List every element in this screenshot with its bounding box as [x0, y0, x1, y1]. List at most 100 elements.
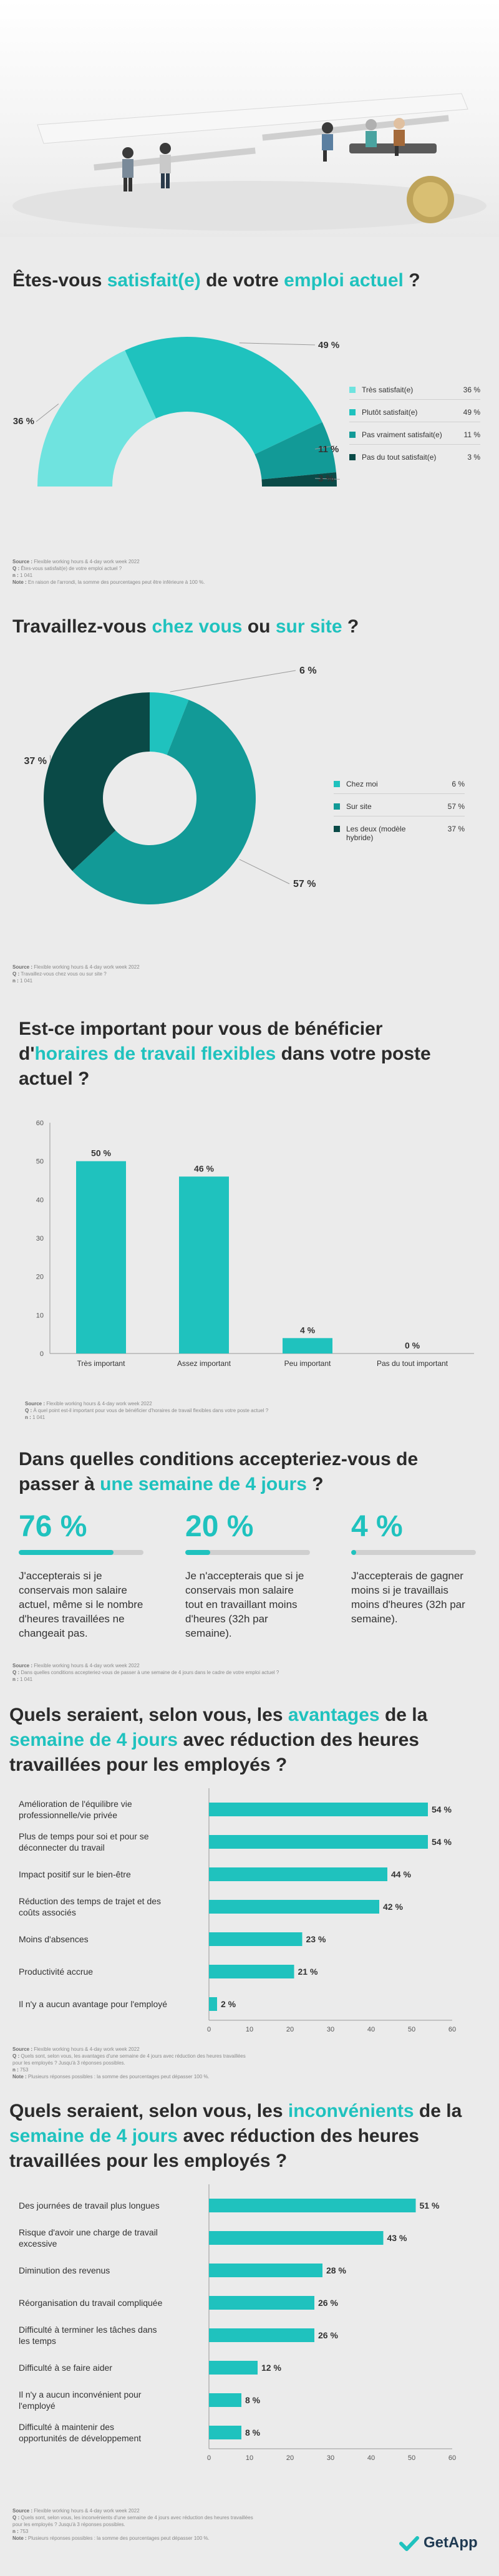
legend-value: 57 %	[447, 802, 465, 811]
donut-slice	[125, 337, 322, 455]
legend-value: 37 %	[447, 825, 465, 833]
legend-label: Pas du tout satisfait(e)	[362, 453, 437, 462]
q1-legend: Très satisfait(e) 36 % Plutôt satisfait(e…	[349, 385, 480, 510]
stat-text: J'accepterais de gagner moins si je trav…	[351, 1570, 465, 1625]
bar	[209, 1932, 303, 1946]
bar-value-label: 23 %	[306, 1934, 326, 1944]
legend-item: Sur site 57 %	[334, 802, 465, 812]
x-tick-label: Très important	[77, 1359, 126, 1368]
q1-notes: Source : Flexible working hours & 4-day …	[12, 559, 205, 585]
y-tick-label: Difficulté à se faire aider	[19, 2363, 112, 2373]
legend-value: 3 %	[467, 453, 480, 462]
y-tick-label: Réorganisation du travail compliquée	[19, 2298, 163, 2308]
bar-value-label: 50 %	[91, 1148, 111, 1158]
x-tick-label: 20	[286, 2454, 294, 2462]
bar-value-label: 12 %	[261, 2363, 281, 2373]
y-tick-label: Amélioration de l'équilibre vie professio…	[19, 1799, 132, 1820]
bar	[209, 2361, 258, 2375]
q4-stat-3: 4 % J'accepterais de gagner moins si je …	[351, 1509, 476, 1626]
x-tick-label: Peu important	[284, 1359, 331, 1368]
legend-swatch	[349, 409, 356, 415]
x-tick-label: 40	[367, 2026, 375, 2033]
bar	[209, 1900, 379, 1914]
stat-bar	[351, 1550, 476, 1555]
legend-label: Très satisfait(e)	[362, 385, 414, 394]
y-tick-label: 0	[40, 1350, 44, 1358]
x-tick-label: 30	[327, 2454, 334, 2462]
y-tick-label: 30	[36, 1235, 44, 1242]
slice-label: 11 %	[318, 444, 339, 455]
x-tick-label: 50	[408, 2026, 415, 2033]
bar	[209, 2393, 241, 2407]
bar-value-label: 44 %	[391, 1869, 411, 1879]
q5-notes: Source : Flexible working hours & 4-day …	[12, 2046, 246, 2080]
y-tick-label: Plus de temps pour soi et pour se déconne…	[19, 1831, 149, 1852]
legend-item: Très satisfait(e) 36 %	[349, 385, 480, 395]
y-tick-label: 20	[36, 1274, 44, 1281]
x-tick-label: 0	[207, 2026, 211, 2033]
y-tick-label: 60	[36, 1120, 44, 1127]
slice-label: 3 %	[318, 473, 334, 484]
bar-value-label: 0 %	[405, 1340, 420, 1350]
getapp-logo: GetApp	[396, 2532, 490, 2555]
donut-slice	[261, 472, 337, 487]
bar	[76, 1161, 126, 1353]
q4-stat-1: 76 % J'accepterais si je conservais mon …	[19, 1509, 143, 1640]
q2-legend: Chez moi 6 % Sur site 57 % Les deux (modèl…	[334, 780, 465, 848]
bar-value-label: 28 %	[326, 2265, 346, 2275]
legend-swatch	[349, 387, 356, 393]
q5-chart: 0 10 20 30 40 50 60 54 % Amélioration de l'équi…	[19, 1788, 456, 2033]
x-tick-label: 40	[367, 2454, 375, 2462]
legend-swatch	[349, 432, 356, 438]
x-tick-label: 60	[448, 2454, 456, 2462]
donut-slice	[72, 699, 256, 904]
q4-stat-2: 20 % Je n'accepterais que si je conserva…	[185, 1509, 310, 1640]
y-tick-label: Risque d'avoir une charge de travail exce…	[19, 2227, 158, 2249]
y-tick-label: Moins d'absences	[19, 1934, 89, 1944]
stat-text: J'accepterais si je conservais mon salai…	[19, 1570, 143, 1639]
legend-swatch	[349, 454, 356, 460]
x-tick-label: 10	[246, 2026, 253, 2033]
legend-item: Pas vraiment satisfait(e) 11 %	[349, 430, 480, 440]
q5-title: Quels seraient, selon vous, les avantage…	[9, 1705, 428, 1775]
x-tick-label: 0	[207, 2454, 211, 2462]
q3-title: Est-ce important pour vous de bénéficier…	[19, 1019, 431, 1089]
stat-percentage: 76 %	[19, 1510, 87, 1543]
hero-illustration	[0, 0, 499, 237]
y-tick-label: Difficulté à maintenir des opportunités d…	[19, 2422, 141, 2443]
y-tick-label: Il n'y a aucun avantage pour l'employé	[19, 1999, 167, 2009]
legend-item: Chez moi 6 %	[334, 780, 465, 790]
legend-swatch	[334, 826, 340, 832]
bar	[283, 1338, 332, 1353]
q2-chart: 6 % 57 % 37 %	[24, 666, 317, 904]
bar	[209, 2264, 322, 2277]
q3-notes: Source : Flexible working hours & 4-day …	[25, 1401, 269, 1420]
legend-label: Sur site	[346, 802, 372, 811]
bar	[209, 1997, 217, 2011]
donut-slice	[254, 422, 336, 480]
x-tick-label: 10	[246, 2454, 253, 2462]
bar-value-label: 54 %	[432, 1837, 452, 1847]
y-tick-label: 10	[36, 1312, 44, 1319]
bar-value-label: 2 %	[221, 1999, 236, 2009]
y-tick-label: Difficulté à terminer les tâches dans les…	[19, 2325, 157, 2346]
legend-label: Pas vraiment satisfait(e)	[362, 430, 442, 439]
q2-notes: Source : Flexible working hours & 4-day …	[12, 964, 140, 984]
bar	[209, 2296, 314, 2310]
stat-bar	[19, 1550, 143, 1555]
stat-text: Je n'accepterais que si je conservais mo…	[185, 1570, 304, 1639]
x-tick-label: 30	[327, 2026, 334, 2033]
q4-notes: Source : Flexible working hours & 4-day …	[12, 1663, 279, 1682]
q1-chart: 36 % 49 % 11 % 3 %	[13, 337, 340, 487]
bar	[209, 1803, 428, 1816]
y-tick-label: Réduction des temps de trajet et des coût…	[19, 1896, 161, 1917]
bar-value-label: 54 %	[432, 1804, 452, 1814]
bar-value-label: 8 %	[245, 2428, 261, 2438]
bar	[209, 1965, 294, 1978]
bar-value-label: 8 %	[245, 2395, 261, 2405]
bar	[209, 1835, 428, 1849]
legend-swatch	[334, 781, 340, 787]
x-tick-label: Pas du tout important	[377, 1359, 448, 1368]
bar	[209, 2328, 314, 2342]
legend-value: 11 %	[463, 430, 480, 439]
